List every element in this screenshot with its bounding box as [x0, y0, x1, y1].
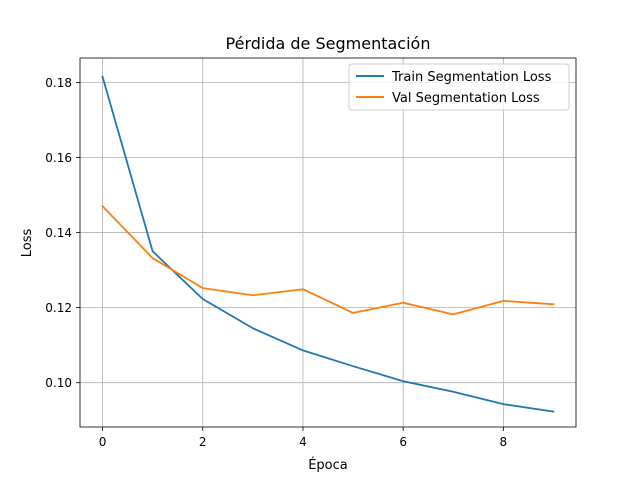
x-tick-label: 8: [500, 435, 508, 449]
axis-ticks: 0 2 4 6 8 0.10 0.12 0.14 0.16 0.18: [45, 76, 507, 449]
x-tick-label: 2: [199, 435, 207, 449]
chart-title: Pérdida de Segmentación: [226, 34, 431, 53]
x-tick-label: 4: [299, 435, 307, 449]
legend: Train Segmentation Loss Val Segmentation…: [348, 63, 570, 111]
legend-label-train: Train Segmentation Loss: [391, 70, 552, 85]
y-tick-label: 0.12: [45, 301, 72, 315]
y-axis-label: Loss: [20, 229, 35, 258]
y-tick-label: 0.16: [45, 151, 72, 165]
plot-frame: [79, 57, 577, 428]
series-line-0: [101, 75, 555, 413]
series-layer: [101, 75, 555, 413]
y-tick-label: 0.10: [45, 376, 72, 390]
y-tick-label: 0.14: [45, 226, 72, 240]
x-tick-label: 0: [99, 435, 107, 449]
x-tick-label: 6: [399, 435, 407, 449]
legend-box: [348, 63, 570, 111]
plot-area: [80, 58, 576, 427]
x-axis-label: Época: [308, 457, 348, 473]
series-line-1: [101, 205, 555, 316]
y-tick-label: 0.18: [45, 76, 72, 90]
legend-label-val: Val Segmentation Loss: [392, 91, 540, 106]
